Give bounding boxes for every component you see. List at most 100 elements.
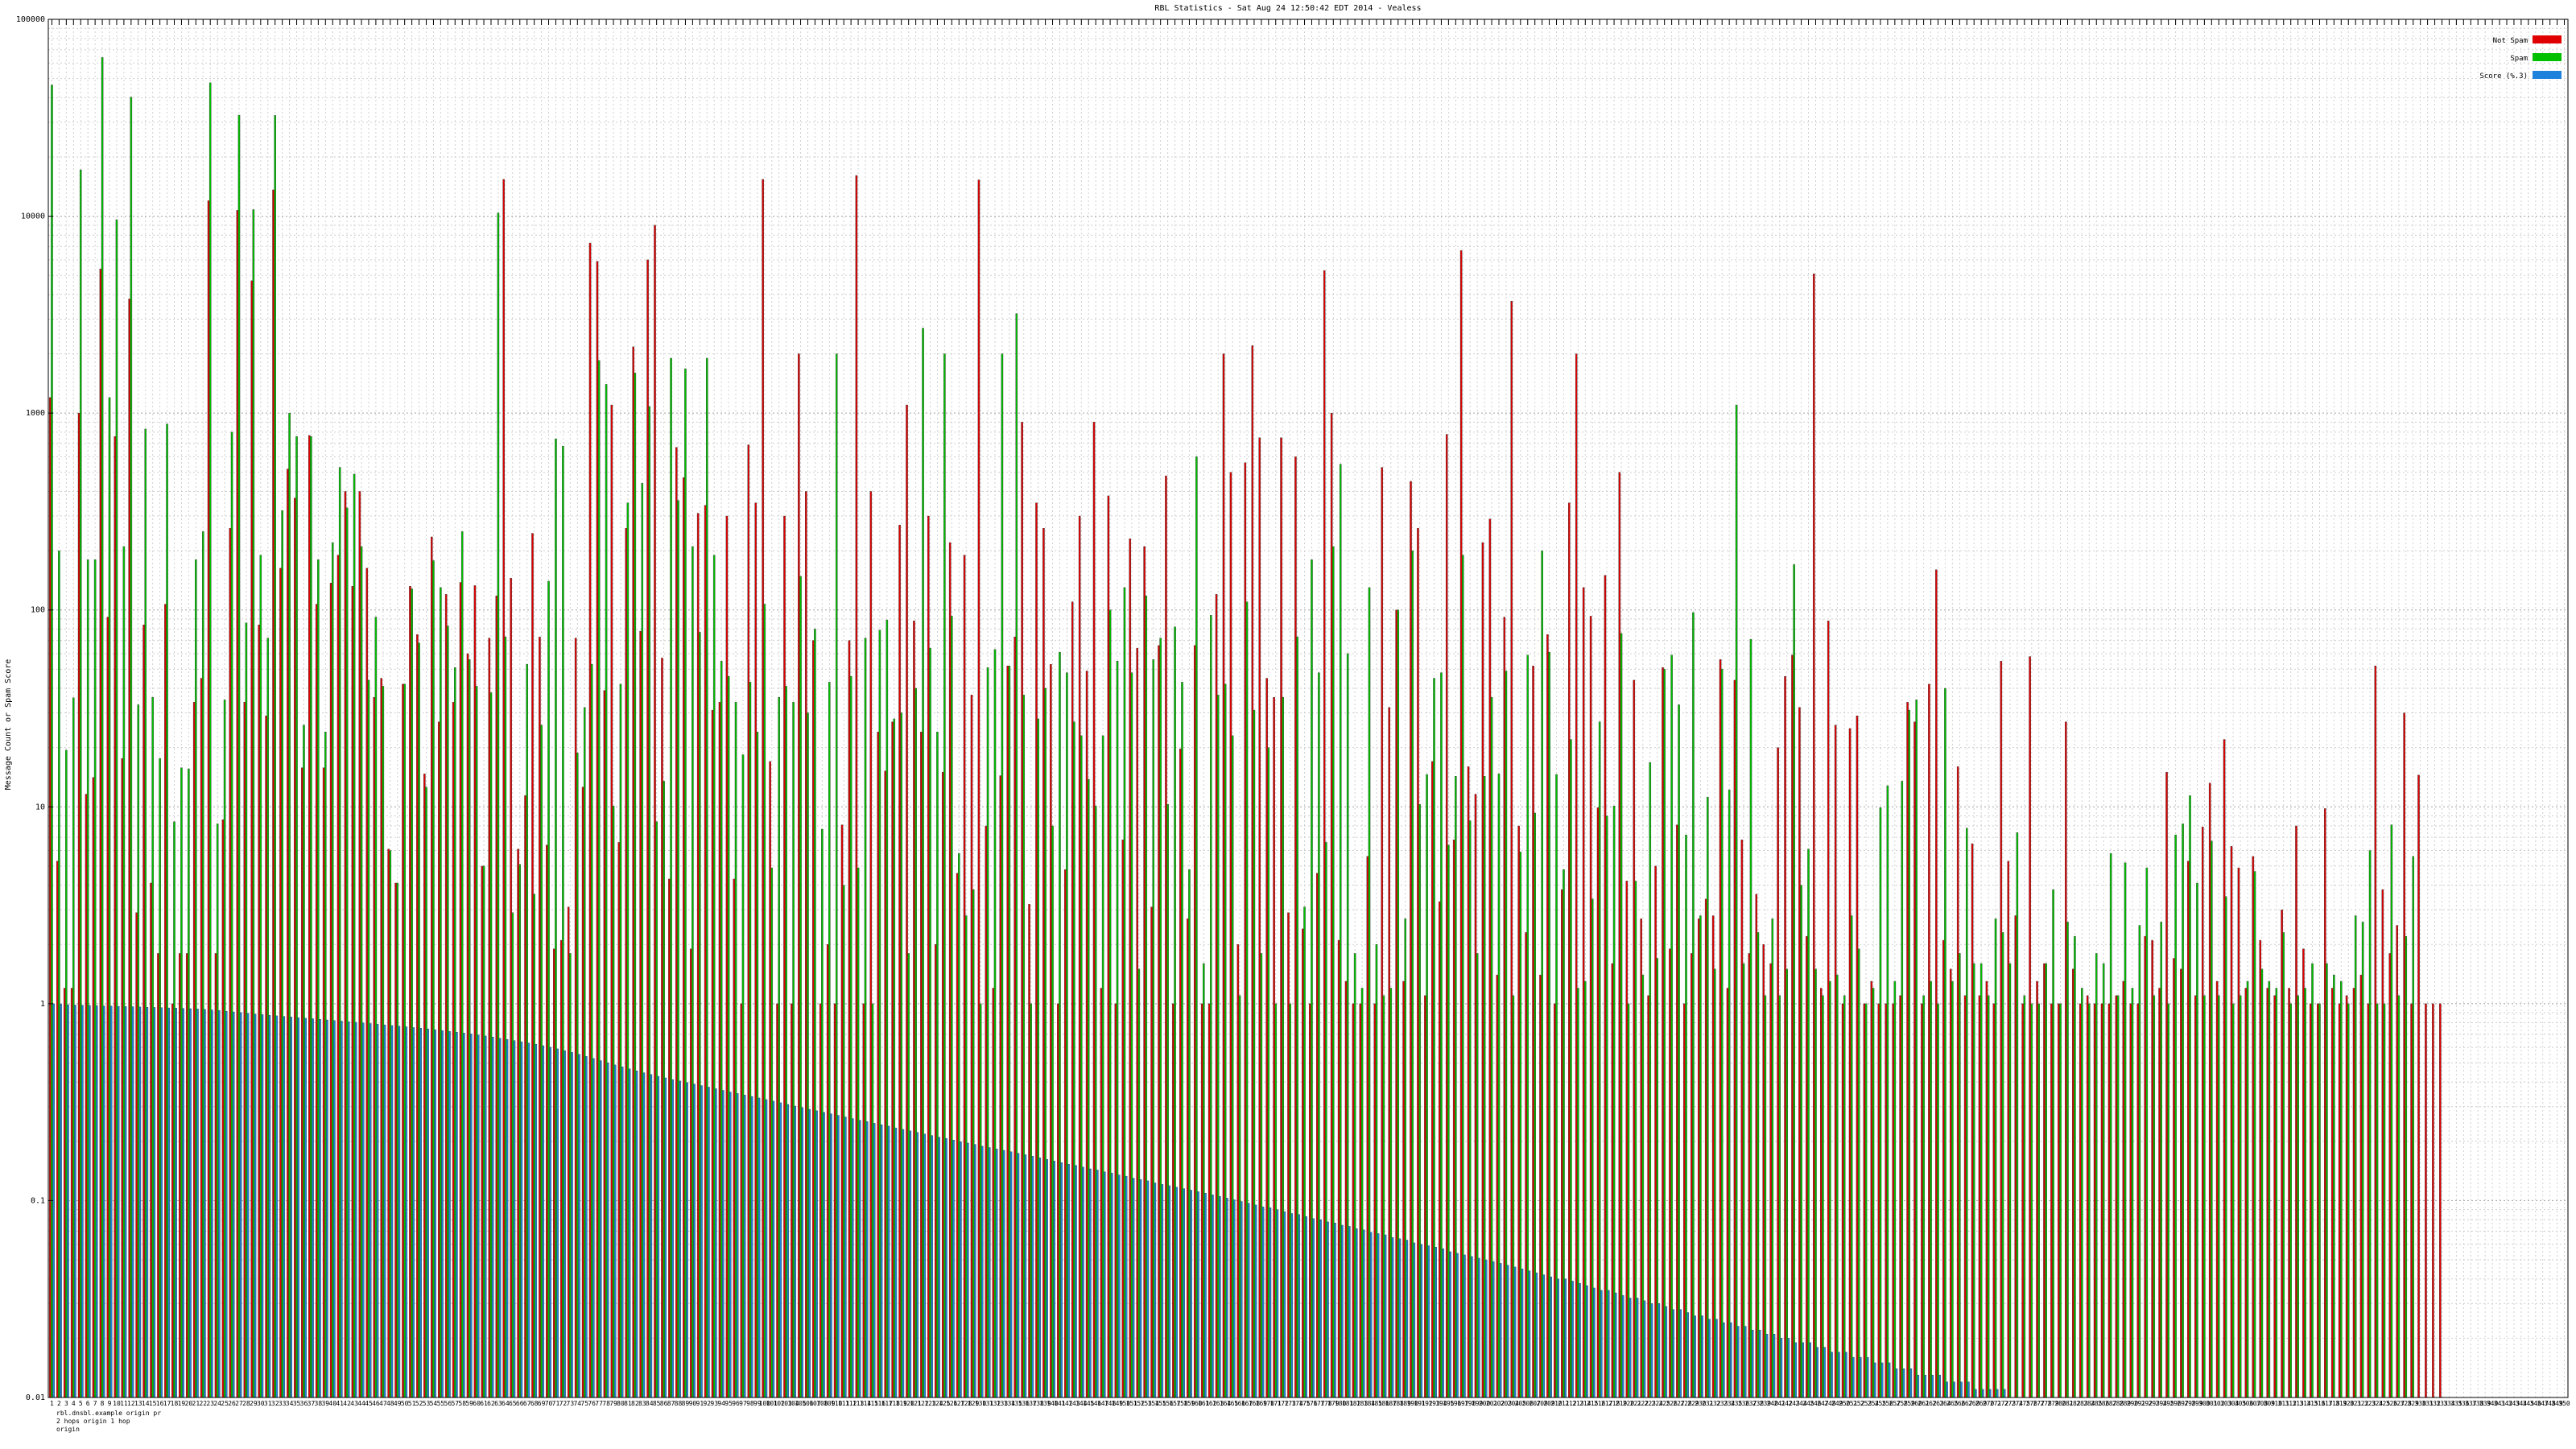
bar bbox=[92, 777, 95, 1398]
bar bbox=[1463, 1254, 1466, 1398]
x-tick-label: 108 bbox=[816, 1400, 828, 1407]
bar bbox=[150, 882, 152, 1398]
x-tick-label: 292 bbox=[2141, 1400, 2153, 1407]
bar bbox=[2361, 922, 2364, 1398]
x-tick-label: 257 bbox=[1889, 1400, 1901, 1407]
bar bbox=[648, 406, 651, 1398]
bar bbox=[862, 1003, 865, 1398]
bar bbox=[1591, 898, 1594, 1398]
x-tick-label: 261 bbox=[1918, 1400, 1930, 1407]
bar bbox=[936, 732, 939, 1398]
bar bbox=[2266, 988, 2268, 1398]
bar bbox=[1413, 1242, 1416, 1398]
bar bbox=[448, 1030, 451, 1398]
bar bbox=[2153, 995, 2156, 1398]
x-tick-label: 331 bbox=[2421, 1400, 2434, 1407]
bar bbox=[1449, 1251, 1451, 1398]
x-tick-label: 229 bbox=[1687, 1400, 1699, 1407]
x-tick-label: 14 bbox=[142, 1400, 150, 1407]
bar bbox=[1893, 980, 1897, 1398]
bar bbox=[308, 435, 311, 1398]
bar bbox=[2239, 995, 2242, 1398]
bar bbox=[828, 682, 831, 1398]
bar bbox=[1539, 974, 1542, 1398]
x-tick-label: 346 bbox=[2530, 1400, 2542, 1407]
bar bbox=[1915, 700, 1918, 1398]
bar bbox=[597, 360, 601, 1398]
bar bbox=[1195, 456, 1198, 1398]
bar bbox=[1685, 834, 1687, 1398]
bar bbox=[762, 179, 764, 1398]
bar bbox=[852, 1118, 854, 1398]
bar bbox=[596, 261, 599, 1398]
bar bbox=[1528, 1270, 1531, 1398]
bar bbox=[964, 915, 968, 1398]
bar bbox=[1057, 1003, 1059, 1398]
bar bbox=[470, 1034, 473, 1398]
bar bbox=[1327, 1221, 1329, 1398]
bar bbox=[758, 1097, 761, 1398]
bar bbox=[390, 1025, 394, 1398]
x-tick-label: 232 bbox=[1709, 1400, 1721, 1407]
x-tick-label: 271 bbox=[1990, 1400, 2002, 1407]
x-tick-label: 215 bbox=[1587, 1400, 1599, 1407]
bar bbox=[437, 721, 440, 1398]
bar bbox=[1917, 1374, 1920, 1398]
bar bbox=[1787, 1338, 1790, 1398]
bar bbox=[1676, 824, 1678, 1398]
x-tick-label: 210 bbox=[1550, 1400, 1563, 1407]
x-tick-label: 57 bbox=[451, 1400, 459, 1407]
bar bbox=[1459, 250, 1463, 1398]
bar bbox=[1949, 968, 1952, 1398]
bar bbox=[1051, 825, 1054, 1398]
bar bbox=[646, 259, 649, 1398]
legend-label: Spam bbox=[2510, 55, 2528, 63]
x-tick-label: 258 bbox=[1897, 1400, 1909, 1407]
bar bbox=[1784, 675, 1786, 1398]
x-tick-label: 199 bbox=[1472, 1400, 1484, 1407]
bar bbox=[547, 580, 550, 1398]
bar bbox=[344, 491, 347, 1398]
bar bbox=[1807, 848, 1810, 1398]
x-tick-label: 340 bbox=[2487, 1400, 2499, 1407]
bar bbox=[1060, 1162, 1063, 1398]
bar bbox=[506, 1038, 509, 1398]
x-tick-label: 110 bbox=[831, 1400, 843, 1407]
bar bbox=[733, 878, 736, 1398]
x-tick-label: 121 bbox=[910, 1400, 922, 1407]
bar bbox=[2151, 939, 2153, 1398]
bar bbox=[336, 555, 340, 1398]
x-tick-label: 240 bbox=[1767, 1400, 1779, 1407]
bar bbox=[2021, 1003, 2024, 1398]
bar bbox=[1777, 747, 1779, 1398]
bar bbox=[345, 507, 349, 1398]
x-tick-label: 185 bbox=[1371, 1400, 1383, 1407]
bar bbox=[1129, 539, 1132, 1398]
x-tick-label: 61 bbox=[480, 1400, 488, 1407]
bar bbox=[585, 1056, 588, 1398]
bar bbox=[85, 794, 88, 1398]
bar bbox=[715, 1088, 717, 1398]
x-tick-label: 79 bbox=[609, 1400, 617, 1407]
bar bbox=[1377, 1233, 1380, 1398]
x-tick-label: 338 bbox=[2472, 1400, 2484, 1407]
bar bbox=[160, 1007, 163, 1398]
bar bbox=[725, 515, 729, 1398]
bar bbox=[1959, 953, 1961, 1398]
bar bbox=[1082, 1166, 1084, 1398]
x-tick-label: 245 bbox=[1802, 1400, 1814, 1407]
bar bbox=[418, 642, 420, 1398]
bar bbox=[130, 97, 133, 1398]
bar bbox=[1108, 609, 1112, 1398]
bar bbox=[2282, 932, 2285, 1398]
bar bbox=[1231, 735, 1234, 1398]
bar bbox=[1038, 1158, 1042, 1398]
bar bbox=[2115, 995, 2118, 1398]
bar bbox=[2003, 1389, 2006, 1398]
bar bbox=[2093, 1003, 2096, 1398]
bar bbox=[1657, 1303, 1661, 1398]
bar bbox=[142, 625, 145, 1398]
bar bbox=[743, 1095, 746, 1398]
bar bbox=[416, 634, 419, 1398]
x-tick-label: 166 bbox=[1234, 1400, 1246, 1407]
